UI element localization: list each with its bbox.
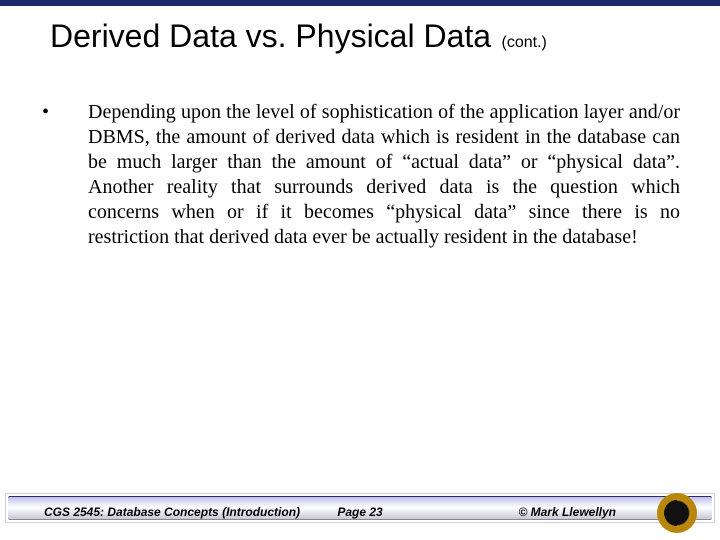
university-logo-icon: [656, 492, 698, 534]
slide-body: • Depending upon the level of sophistica…: [40, 100, 680, 250]
title-main-text: Derived Data vs. Physical Data: [50, 18, 491, 54]
bullet-text: Depending upon the level of sophisticati…: [88, 100, 680, 250]
slide-title: Derived Data vs. Physical Data (cont.): [50, 18, 670, 55]
slide: Derived Data vs. Physical Data (cont.) •…: [0, 0, 720, 540]
top-accent-bar: [0, 0, 720, 6]
title-continuation: (cont.): [502, 34, 547, 51]
footer-bar: CGS 2545: Database Concepts (Introductio…: [8, 496, 712, 520]
bullet-marker: •: [40, 100, 88, 125]
slide-footer: CGS 2545: Database Concepts (Introductio…: [0, 492, 720, 540]
bullet-item: • Depending upon the level of sophistica…: [40, 100, 680, 250]
footer-copyright: © Mark Llewellyn: [518, 505, 616, 519]
